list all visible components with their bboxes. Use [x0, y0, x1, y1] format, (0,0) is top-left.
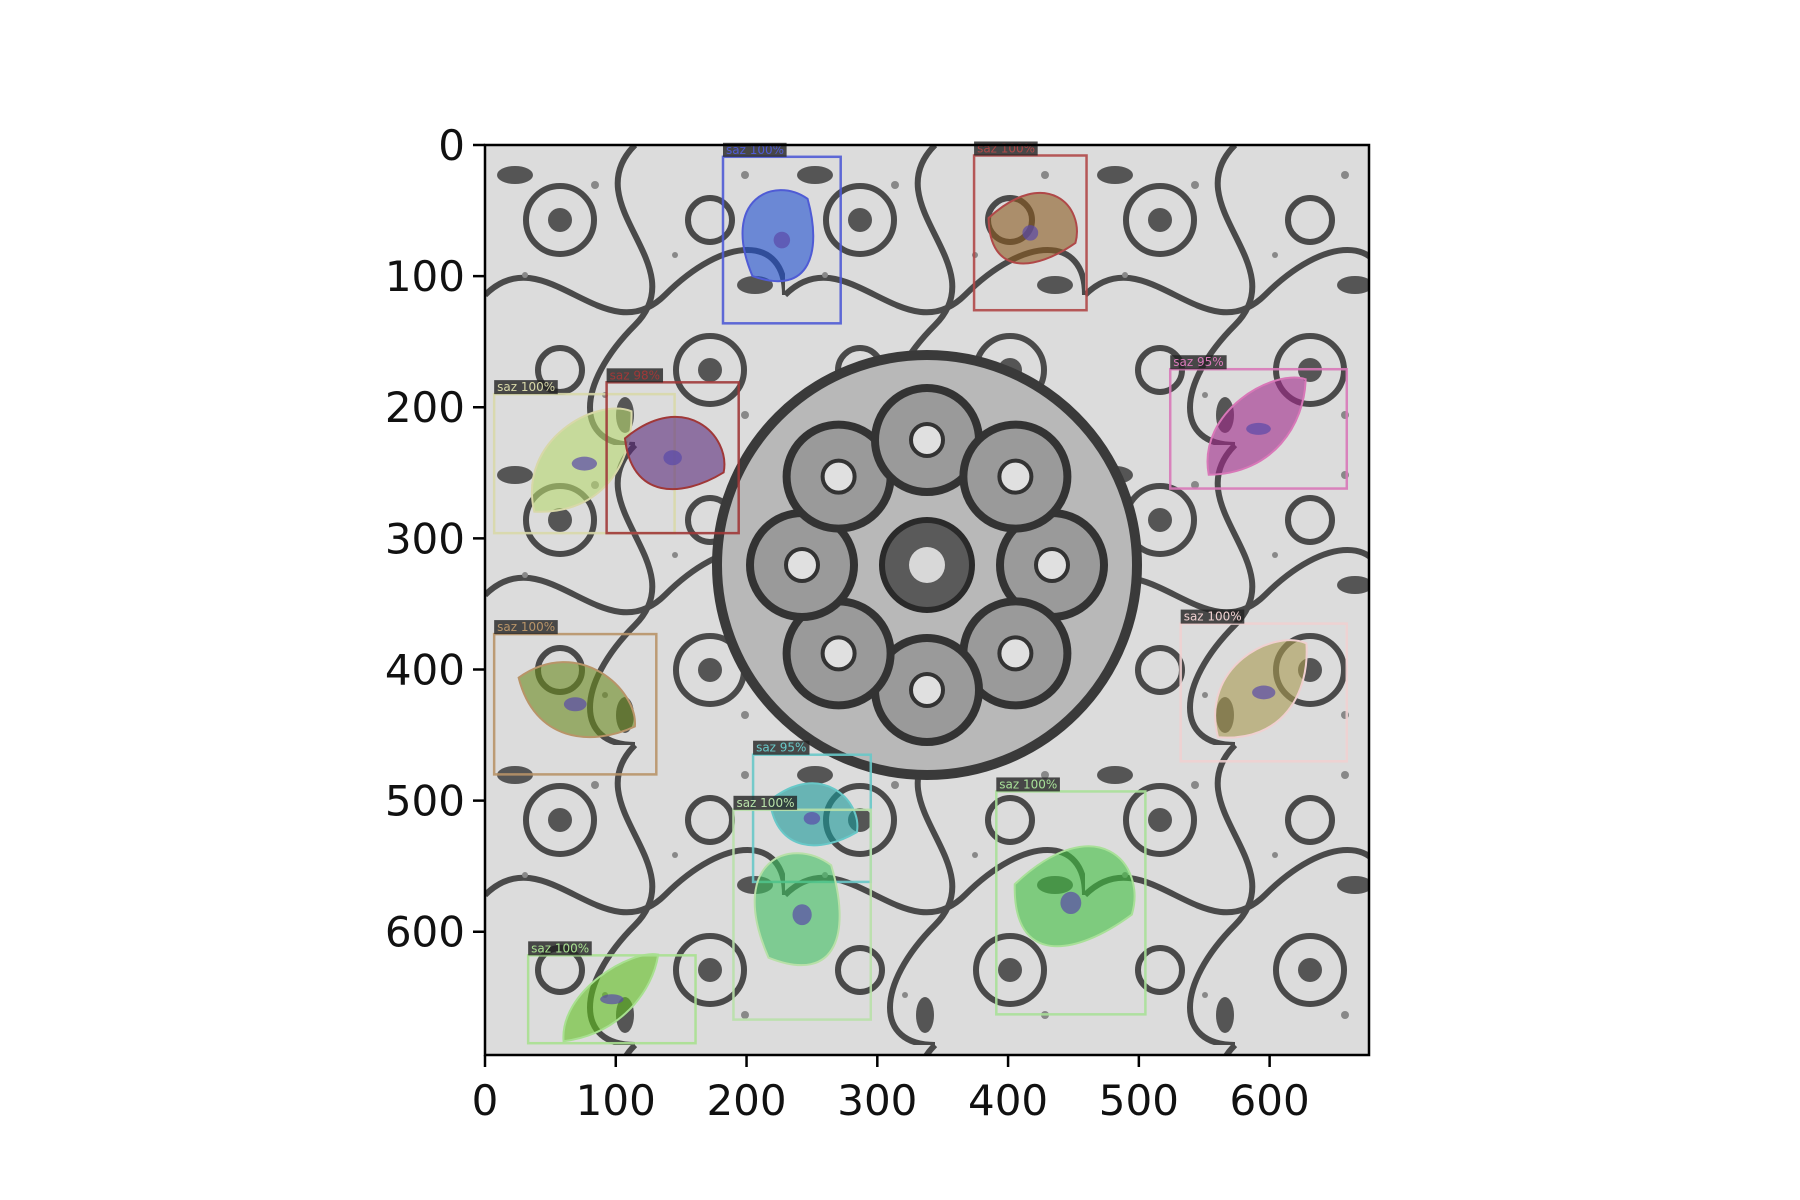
detection-label: saz 100%	[531, 941, 589, 955]
mask-core	[1252, 685, 1276, 700]
label-background	[494, 380, 558, 395]
bounding-box	[1179, 622, 1349, 763]
bounding-box	[995, 790, 1147, 1016]
mask-core	[803, 811, 821, 825]
rosette-petal-hole	[820, 635, 857, 672]
plot-frame	[483, 143, 1371, 1057]
label-background	[494, 620, 558, 635]
x-tick-label: 200	[706, 1076, 786, 1125]
y-tick-label: 600	[385, 908, 465, 957]
x-tick-label: 100	[576, 1076, 656, 1125]
x-tick-label: 500	[1099, 1076, 1179, 1125]
mask-core	[1022, 225, 1039, 241]
central-rosette	[712, 350, 1142, 780]
mask-core	[571, 456, 598, 471]
label-background	[528, 941, 592, 956]
tile-photo	[485, 145, 1369, 1055]
label-background	[996, 777, 1060, 792]
detection-label: saz 100%	[497, 620, 555, 634]
y-tick-label: 0	[438, 121, 465, 170]
detection-label: saz 95%	[756, 741, 806, 755]
rosette-petal-hole	[909, 672, 945, 708]
detection-label: saz 100%	[977, 141, 1035, 155]
y-tick-label: 300	[385, 514, 465, 563]
detection: saz 95%	[1168, 355, 1349, 490]
detection-label: saz 95%	[1173, 355, 1223, 369]
x-tick-label: 400	[968, 1076, 1048, 1125]
mask-core	[600, 994, 624, 1005]
detection: saz 100%	[526, 941, 697, 1045]
detection: saz 100%	[995, 777, 1147, 1016]
x-tick-label: 0	[472, 1076, 499, 1125]
y-tick-label: 100	[385, 252, 465, 301]
bounding-box	[1168, 367, 1349, 490]
x-axis: 0 100 200 300 400 500 600	[472, 1055, 1310, 1125]
mask-core	[1060, 891, 1082, 915]
mask-core	[773, 231, 791, 249]
bounding-box	[732, 808, 873, 1021]
label-background	[606, 368, 664, 383]
bounding-box	[492, 632, 658, 776]
rosette-petal-hole	[1034, 547, 1070, 583]
bounding-box	[526, 954, 697, 1045]
x-tick-label: 600	[1230, 1076, 1310, 1125]
detection-label: saz 100%	[736, 796, 794, 810]
detection: saz 100%	[1179, 609, 1349, 763]
detection: saz 100%	[732, 795, 873, 1021]
label-background	[723, 142, 787, 157]
y-axis: 0 100 200 300 400 500 600	[385, 121, 485, 957]
detection: saz 98%	[605, 368, 740, 535]
detection-label: saz 100%	[999, 777, 1057, 791]
detection-label: saz 100%	[1184, 610, 1242, 624]
mask-core	[663, 450, 682, 466]
detections-layer: saz 100% saz 100% saz 100% saz 98% saz 95% sa…	[492, 141, 1349, 1045]
x-tick-label: 300	[837, 1076, 917, 1125]
detection: saz 100%	[721, 142, 842, 325]
rosette-petal-hole	[784, 547, 820, 583]
bounding-box	[605, 381, 740, 535]
mask-core	[792, 904, 812, 926]
label-background	[1180, 609, 1245, 624]
y-tick-label: 400	[385, 645, 465, 694]
label-background	[753, 740, 810, 755]
detection-label: saz 100%	[726, 143, 784, 157]
y-tick-label: 200	[385, 383, 465, 432]
rosette-petal-hole	[909, 422, 945, 458]
y-tick-label: 500	[385, 777, 465, 826]
rosette-petal-hole	[997, 458, 1034, 495]
rosette-petal-hole	[997, 635, 1034, 672]
label-background	[733, 795, 798, 810]
detection-label: saz 98%	[610, 368, 660, 382]
detection: saz 100%	[972, 141, 1088, 312]
detection: saz 100%	[492, 620, 658, 776]
label-background	[1170, 355, 1227, 370]
rosette-petal-hole	[820, 458, 857, 495]
detection-label: saz 100%	[497, 380, 555, 394]
mask-core	[1246, 422, 1271, 435]
mask-core	[563, 697, 587, 712]
